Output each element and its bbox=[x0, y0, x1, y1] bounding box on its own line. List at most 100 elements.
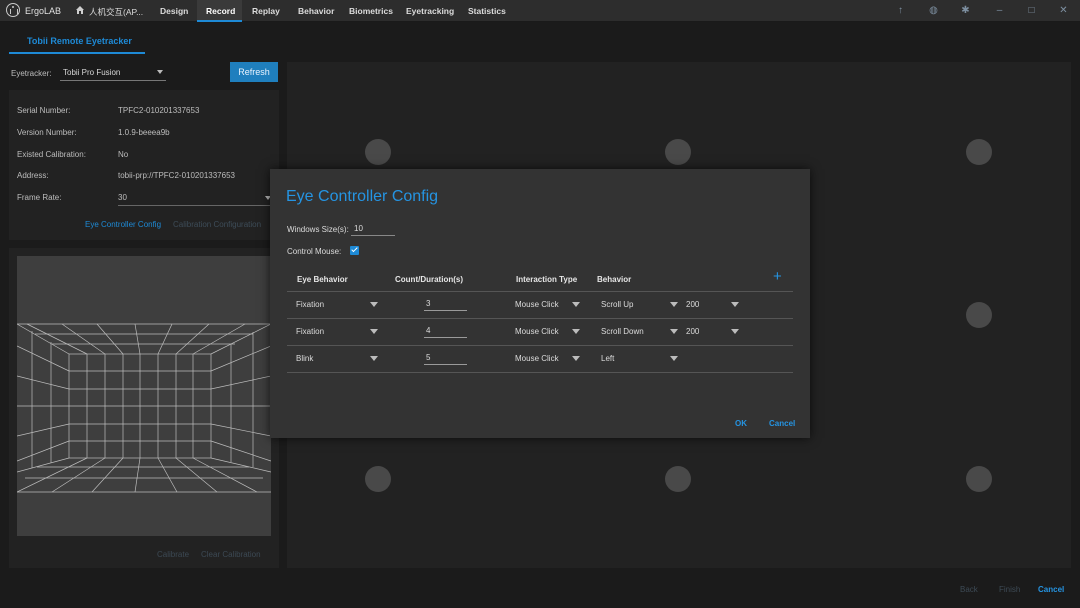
device-info-panel bbox=[9, 90, 279, 240]
eyetracker-label: Eyetracker: bbox=[11, 69, 52, 78]
upload-icon[interactable]: ↑ bbox=[898, 5, 903, 16]
menu-item-biometrics[interactable]: Biometrics bbox=[349, 6, 393, 16]
ok-button[interactable]: OK bbox=[735, 419, 747, 428]
calibration-point bbox=[365, 139, 391, 165]
header-interaction-type: Interaction Type bbox=[516, 275, 578, 284]
menu-item-statistics[interactable]: Statistics bbox=[468, 6, 506, 16]
version-number-value: 1.0.9-beeea9b bbox=[118, 128, 170, 137]
chevron-down-icon[interactable] bbox=[370, 356, 378, 361]
finish-button[interactable]: Finish bbox=[999, 585, 1021, 594]
menu-item-replay[interactable]: Replay bbox=[252, 6, 280, 16]
header-behavior: Behavior bbox=[597, 275, 632, 284]
close-icon[interactable]: ✕ bbox=[1059, 5, 1068, 16]
eye-behavior-select[interactable]: Fixation bbox=[296, 300, 325, 309]
existed-calibration-value: No bbox=[118, 150, 129, 159]
cancel-button[interactable]: Cancel bbox=[1038, 585, 1065, 594]
behavior-select[interactable]: Left bbox=[601, 354, 615, 363]
calibration-point bbox=[966, 466, 992, 492]
table-divider bbox=[287, 291, 793, 292]
serial-number-value: TPFC2-010201337653 bbox=[118, 106, 200, 115]
menu-item-behavior[interactable]: Behavior bbox=[298, 6, 335, 16]
frame-rate-underline bbox=[118, 205, 273, 206]
interaction-type-select[interactable]: Mouse Click bbox=[515, 327, 559, 336]
serial-number-label: Serial Number: bbox=[17, 106, 71, 115]
table-divider bbox=[287, 345, 793, 346]
add-row-plus-icon[interactable]: + bbox=[773, 268, 782, 285]
gear-icon[interactable]: ✱ bbox=[961, 5, 970, 16]
tab-tobii-remote-eyetracker[interactable]: Tobii Remote Eyetracker bbox=[9, 32, 145, 54]
count-input[interactable]: 3 bbox=[424, 297, 467, 311]
tab-underline bbox=[9, 52, 145, 54]
app-name: ErgoLAB bbox=[25, 6, 62, 16]
eyetracker-select-value: Tobii Pro Fusion bbox=[63, 68, 121, 77]
dialog-title: Eye Controller Config bbox=[286, 188, 439, 205]
calibration-point bbox=[665, 139, 691, 165]
table-divider bbox=[287, 318, 793, 319]
version-number-label: Version Number: bbox=[17, 128, 77, 137]
eye-behavior-select[interactable]: Blink bbox=[296, 354, 314, 363]
chevron-down-icon bbox=[157, 70, 163, 74]
menu-item-project[interactable]: 人机交互(AP... bbox=[89, 7, 144, 17]
eye-behavior-select[interactable]: Fixation bbox=[296, 327, 325, 336]
menu-item-record[interactable]: Record bbox=[206, 6, 236, 16]
control-mouse-checkbox[interactable] bbox=[350, 246, 359, 255]
header-count-duration: Count/Duration(s) bbox=[395, 275, 463, 284]
count-input[interactable]: 5 bbox=[424, 351, 467, 365]
eyetracker-select[interactable]: Tobii Pro Fusion bbox=[60, 64, 166, 81]
tab-label: Tobii Remote Eyetracker bbox=[27, 36, 132, 46]
table-divider bbox=[287, 372, 793, 373]
chevron-down-icon[interactable] bbox=[370, 329, 378, 334]
header-eye-behavior: Eye Behavior bbox=[297, 275, 348, 284]
calibration-point bbox=[665, 466, 691, 492]
globe-icon[interactable]: ◍ bbox=[929, 5, 938, 16]
minimize-icon[interactable]: – bbox=[996, 5, 1003, 16]
calibration-configuration-link[interactable]: Calibration Configuration bbox=[173, 220, 262, 229]
eye-controller-config-dialog: Eye Controller Config Windows Size(s): 1… bbox=[270, 169, 810, 438]
window-size-input[interactable]: 10 bbox=[351, 222, 395, 236]
interaction-type-select[interactable]: Mouse Click bbox=[515, 354, 559, 363]
address-value: tobii-prp://TPFC2-010201337653 bbox=[118, 171, 235, 180]
calibration-point bbox=[966, 302, 992, 328]
chevron-down-icon[interactable] bbox=[572, 329, 580, 334]
dialog-cancel-button[interactable]: Cancel bbox=[769, 419, 796, 428]
existed-calibration-label: Existed Calibration: bbox=[17, 150, 86, 159]
amount-select[interactable]: 200 bbox=[686, 327, 700, 336]
calibration-point bbox=[365, 466, 391, 492]
behavior-select[interactable]: Scroll Up bbox=[601, 300, 634, 309]
chevron-down-icon[interactable] bbox=[370, 302, 378, 307]
window-size-value: 10 bbox=[354, 224, 363, 233]
maximize-icon[interactable]: □ bbox=[1028, 5, 1035, 16]
home-icon[interactable] bbox=[75, 5, 85, 15]
interaction-type-select[interactable]: Mouse Click bbox=[515, 300, 559, 309]
frame-rate-chevron-icon[interactable] bbox=[265, 196, 271, 200]
amount-select[interactable]: 200 bbox=[686, 300, 700, 309]
frame-rate-label: Frame Rate: bbox=[17, 193, 62, 202]
back-button[interactable]: Back bbox=[960, 585, 978, 594]
chevron-down-icon[interactable] bbox=[670, 302, 678, 307]
3d-room-preview bbox=[17, 256, 271, 536]
chevron-down-icon[interactable] bbox=[670, 329, 678, 334]
eye-controller-config-link[interactable]: Eye Controller Config bbox=[85, 220, 162, 229]
frame-rate-value[interactable]: 30 bbox=[118, 193, 127, 202]
chevron-down-icon[interactable] bbox=[572, 302, 580, 307]
menu-item-eyetracking[interactable]: Eyetracking bbox=[406, 6, 455, 16]
count-value: 4 bbox=[426, 326, 431, 335]
calibration-point bbox=[966, 139, 992, 165]
count-value: 3 bbox=[426, 299, 431, 308]
refresh-button[interactable]: Refresh bbox=[230, 62, 278, 82]
clear-calibration-link[interactable]: Clear Calibration bbox=[201, 550, 261, 559]
count-value: 5 bbox=[426, 353, 431, 362]
behavior-select[interactable]: Scroll Down bbox=[601, 327, 644, 336]
chevron-down-icon[interactable] bbox=[572, 356, 580, 361]
chevron-down-icon[interactable] bbox=[670, 356, 678, 361]
menu-item-design[interactable]: Design bbox=[160, 6, 189, 16]
calibrate-link[interactable]: Calibrate bbox=[157, 550, 190, 559]
menu-active-indicator bbox=[197, 0, 242, 22]
room-grid-graphic bbox=[17, 323, 271, 493]
window-size-label: Windows Size(s): bbox=[287, 225, 349, 234]
chevron-down-icon[interactable] bbox=[731, 302, 739, 307]
control-mouse-label: Control Mouse: bbox=[287, 247, 342, 256]
ergolab-logo-icon bbox=[6, 3, 20, 17]
count-input[interactable]: 4 bbox=[424, 324, 467, 338]
chevron-down-icon[interactable] bbox=[731, 329, 739, 334]
